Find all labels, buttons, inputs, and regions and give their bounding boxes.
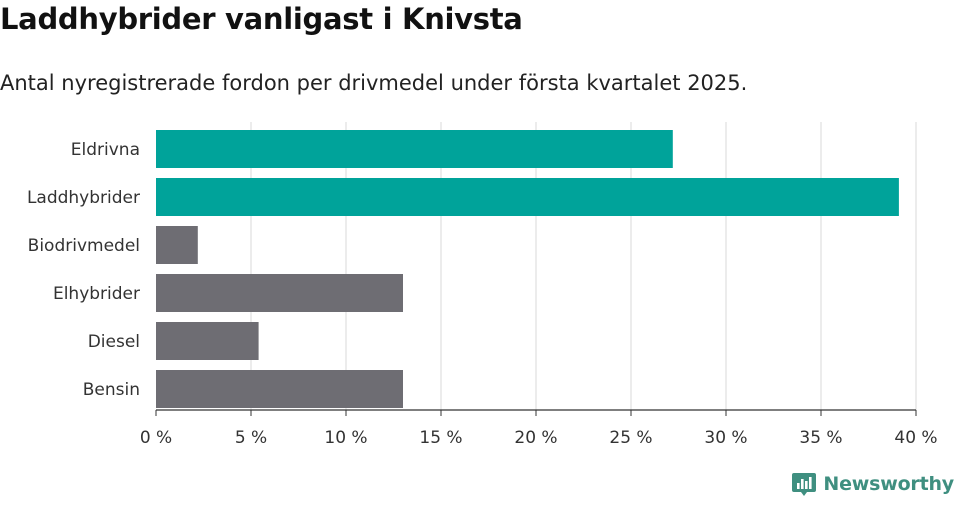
- x-tick-label: 15 %: [419, 428, 462, 448]
- bar: [156, 130, 673, 168]
- category-label: Bensin: [83, 380, 140, 400]
- category-labels: Eldrivna Laddhybrider Biodrivmedel Elhybrid…: [27, 140, 140, 400]
- x-tick-label: 10 %: [324, 428, 367, 448]
- bar: [156, 178, 899, 216]
- x-tick-label: 30 %: [704, 428, 747, 448]
- x-tick-label: 40 %: [894, 428, 937, 448]
- category-label: Diesel: [88, 332, 140, 352]
- bars: [156, 130, 899, 408]
- brand-name: Newsworthy: [823, 473, 954, 495]
- bar: [156, 226, 198, 264]
- x-axis: 0 % 5 % 10 % 15 % 20 % 25 % 30 % 35 % 40 %: [140, 410, 938, 448]
- x-tick-label: 5 %: [235, 428, 267, 448]
- bar: [156, 370, 403, 408]
- category-label: Biodrivmedel: [28, 236, 140, 256]
- category-label: Elhybrider: [53, 284, 140, 304]
- x-tick-label: 35 %: [799, 428, 842, 448]
- bar: [156, 322, 259, 360]
- brand-logo: Newsworthy: [791, 471, 954, 497]
- category-label: Eldrivna: [71, 140, 140, 160]
- bar-chart: 0 % 5 % 10 % 15 % 20 % 25 % 30 % 35 % 40 % Eldri…: [0, 0, 960, 470]
- x-tick-label: 0 %: [140, 428, 172, 448]
- newsworthy-logo-icon: [791, 471, 817, 497]
- category-label: Laddhybrider: [27, 188, 140, 208]
- bar: [156, 274, 403, 312]
- x-tick-label: 25 %: [609, 428, 652, 448]
- x-tick-label: 20 %: [514, 428, 557, 448]
